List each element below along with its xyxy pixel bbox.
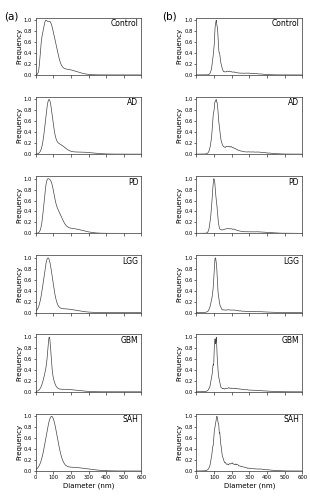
Y-axis label: Frequency: Frequency	[16, 424, 22, 461]
Y-axis label: Frequency: Frequency	[16, 266, 22, 302]
Y-axis label: Frequency: Frequency	[177, 266, 183, 302]
X-axis label: Diameter (nm): Diameter (nm)	[224, 482, 275, 489]
Y-axis label: Frequency: Frequency	[177, 28, 183, 64]
Text: PD: PD	[128, 178, 138, 186]
Y-axis label: Frequency: Frequency	[177, 186, 183, 222]
Text: PD: PD	[289, 178, 299, 186]
Y-axis label: Frequency: Frequency	[16, 186, 22, 222]
Y-axis label: Frequency: Frequency	[177, 345, 183, 381]
X-axis label: Diameter (nm): Diameter (nm)	[63, 482, 114, 489]
Y-axis label: Frequency: Frequency	[177, 424, 183, 461]
Text: GBM: GBM	[121, 336, 138, 345]
Text: LGG: LGG	[122, 257, 138, 266]
Text: Control: Control	[271, 19, 299, 28]
Y-axis label: Frequency: Frequency	[16, 28, 22, 64]
Y-axis label: Frequency: Frequency	[16, 108, 22, 144]
Text: LGG: LGG	[283, 257, 299, 266]
Text: (b): (b)	[163, 12, 177, 22]
Text: SAH: SAH	[283, 416, 299, 424]
Text: GBM: GBM	[281, 336, 299, 345]
Text: AD: AD	[288, 98, 299, 108]
Text: SAH: SAH	[122, 416, 138, 424]
Y-axis label: Frequency: Frequency	[177, 108, 183, 144]
Text: (a): (a)	[4, 12, 18, 22]
Y-axis label: Frequency: Frequency	[16, 345, 22, 381]
Text: AD: AD	[127, 98, 138, 108]
Text: Control: Control	[110, 19, 138, 28]
